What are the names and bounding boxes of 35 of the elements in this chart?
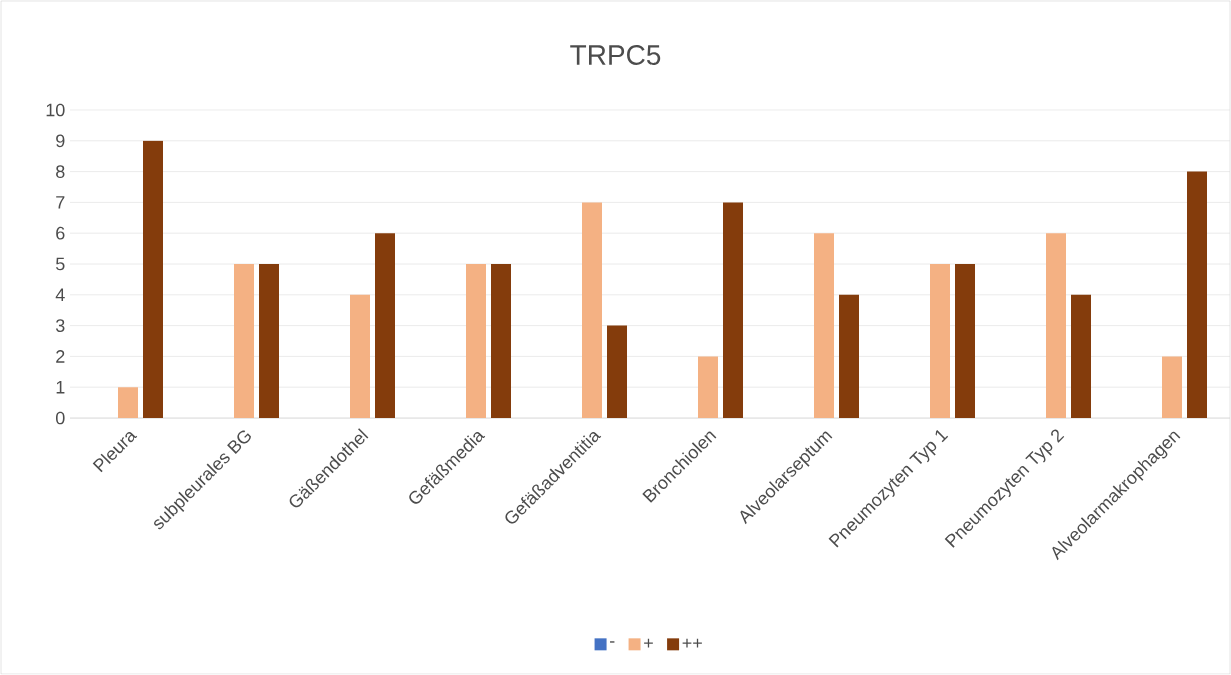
bar bbox=[118, 387, 138, 418]
y-tick-label: 5 bbox=[55, 257, 65, 271]
y-tick-label: 1 bbox=[56, 381, 65, 394]
y-tick-label: 10 bbox=[46, 103, 65, 117]
y-tick-label: 3 bbox=[55, 319, 65, 332]
bar bbox=[582, 202, 602, 418]
legend-label: + bbox=[644, 638, 653, 648]
bar bbox=[607, 325, 627, 418]
y-tick-label: 9 bbox=[56, 134, 65, 148]
bar bbox=[466, 264, 486, 418]
chart-title: TRPC5 bbox=[570, 45, 661, 65]
y-tick-label: 4 bbox=[55, 288, 65, 301]
bar bbox=[375, 233, 395, 418]
legend-label: ++ bbox=[682, 638, 702, 648]
bar bbox=[839, 294, 860, 418]
bar bbox=[1071, 294, 1092, 418]
bar bbox=[814, 233, 835, 418]
y-tick-label: 8 bbox=[56, 165, 65, 178]
y-tick-label: 7 bbox=[56, 196, 65, 209]
bar bbox=[259, 264, 279, 418]
bar bbox=[350, 294, 370, 418]
y-tick-label: 0 bbox=[55, 411, 65, 425]
bar bbox=[698, 356, 719, 418]
bar bbox=[1046, 233, 1067, 418]
bar bbox=[234, 264, 254, 418]
bar bbox=[955, 264, 976, 418]
bar bbox=[723, 202, 744, 418]
bar bbox=[1162, 356, 1183, 418]
y-tick-label: 6 bbox=[56, 226, 65, 240]
bar bbox=[1187, 171, 1208, 418]
legend-label: - bbox=[610, 641, 615, 643]
bar bbox=[930, 264, 951, 418]
y-tick-label: 2 bbox=[56, 350, 65, 363]
bar bbox=[491, 264, 511, 418]
bar bbox=[143, 140, 163, 418]
